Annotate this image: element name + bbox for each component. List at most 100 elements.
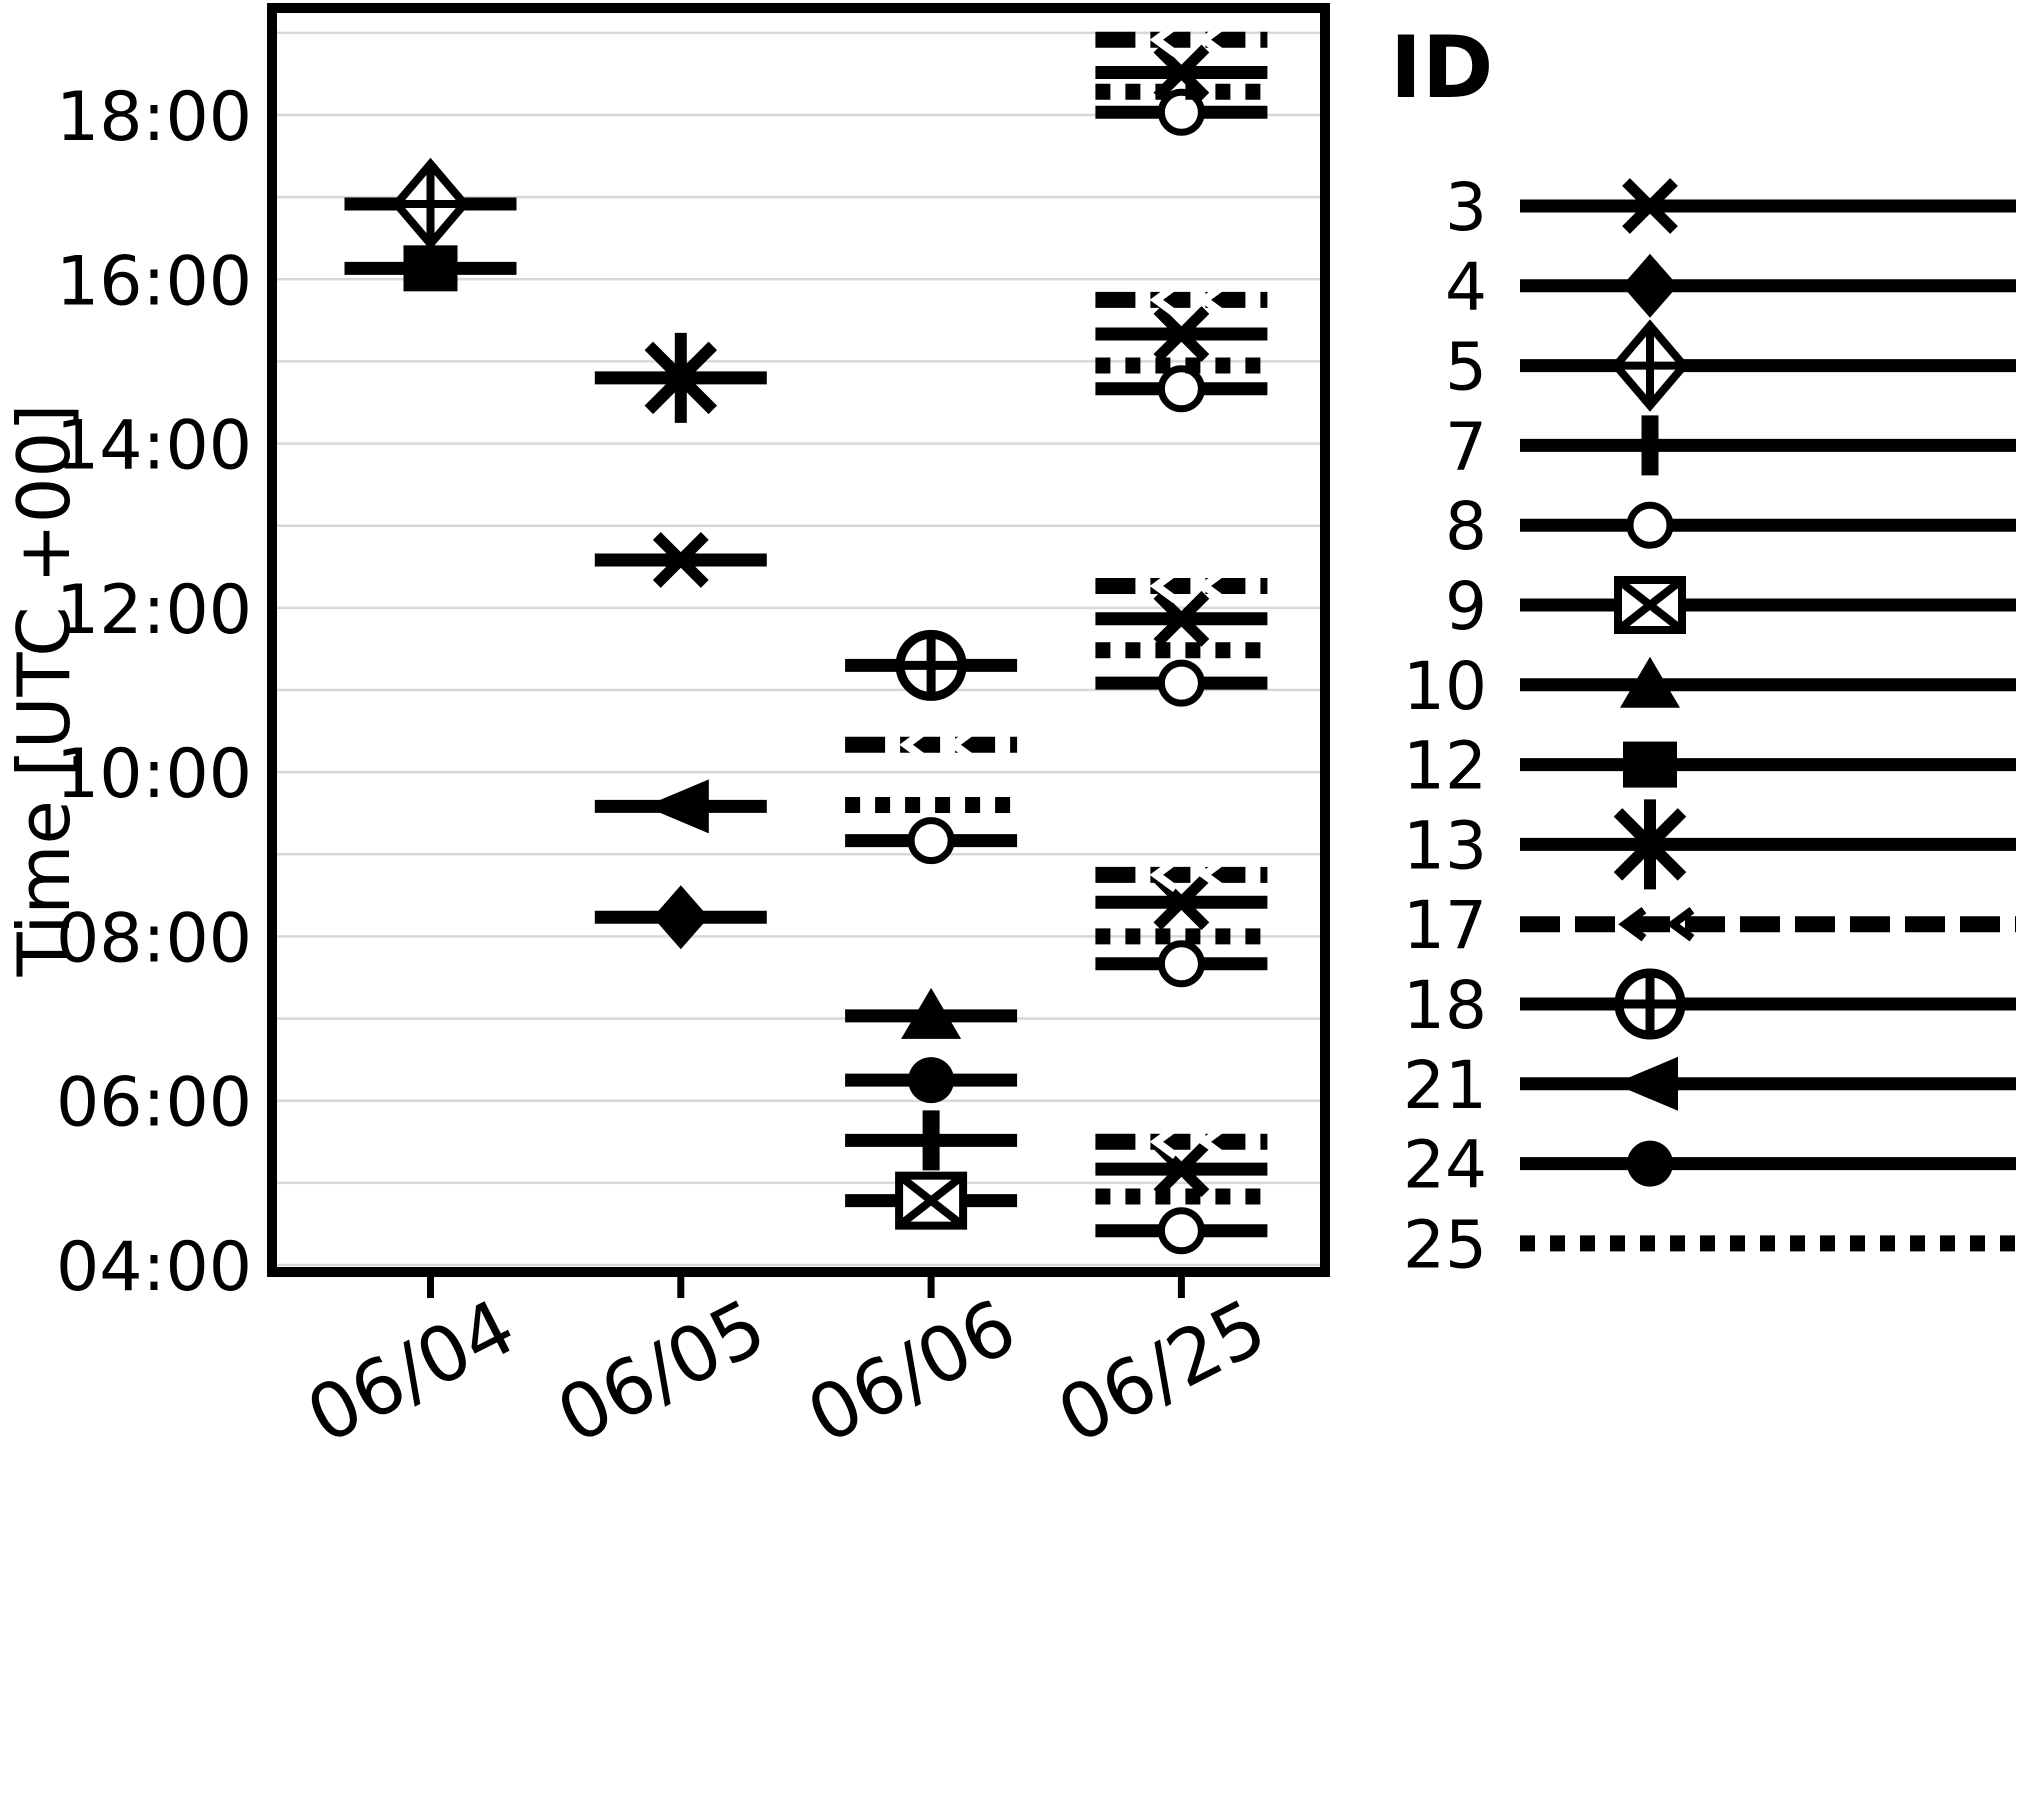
y-tick-label: 08:00 [56, 899, 252, 978]
legend-label: 18 [1403, 967, 1487, 1044]
y-tick-label: 12:00 [56, 571, 252, 650]
legend-row-3: 3 [1445, 169, 2016, 246]
series-3-point [1095, 874, 1268, 931]
series-8-point [1095, 88, 1268, 136]
series-17-point [1095, 22, 1268, 57]
legend-row-17: 17 [1403, 887, 2016, 964]
legend-row-4: 4 [1445, 249, 2016, 326]
square-filled-marker [403, 245, 458, 292]
x-marker [1153, 306, 1210, 362]
legend-label: 7 [1445, 408, 1487, 485]
arrow-dash-marker [1149, 22, 1178, 57]
circle-open-marker [1157, 940, 1205, 988]
arrow-dash-marker [947, 727, 976, 762]
legend-label: 5 [1445, 329, 1487, 406]
legend-row-5: 5 [1445, 319, 2016, 412]
arrow-dash-marker [1618, 906, 1647, 942]
series-3-point [1095, 306, 1268, 362]
x-tick-label: 06/04 [293, 1282, 529, 1461]
y-tick-label: 14:00 [56, 407, 252, 486]
legend-label: 21 [1403, 1047, 1487, 1124]
y-tick-label: 10:00 [56, 735, 252, 814]
legend-label: 13 [1403, 807, 1487, 884]
circle-open-marker [1626, 501, 1674, 549]
legend-row-12: 12 [1403, 728, 2016, 805]
legend-label: 3 [1445, 169, 1487, 246]
arrow-dash-marker [1197, 568, 1226, 604]
x-marker [1153, 874, 1210, 931]
legend-row-10: 10 [1403, 648, 2016, 725]
asterisk-marker [644, 341, 718, 415]
circle-open-marker [1157, 1207, 1205, 1255]
arrow-dash-marker [899, 727, 928, 762]
series-3-point [1095, 1141, 1268, 1198]
legend-row-24: 24 [1403, 1127, 2016, 1204]
arrow-dash-marker [1149, 1124, 1178, 1160]
series-21-point [594, 779, 767, 834]
series-10-point [845, 987, 1018, 1039]
asterisk-marker [1613, 808, 1687, 881]
arrow-dash-marker [1197, 1124, 1226, 1160]
triangle-up-marker [1620, 656, 1680, 708]
x-marker [1622, 178, 1678, 234]
legend-label: 10 [1403, 648, 1487, 725]
legend-label: 25 [1403, 1206, 1487, 1283]
series-8-point [1095, 659, 1268, 707]
arrow-dash-marker [1197, 282, 1226, 318]
legend-row-25: 25 [1403, 1206, 2016, 1283]
x-marker [1153, 1141, 1210, 1198]
series-8-point [845, 817, 1018, 865]
legend-label: 9 [1445, 568, 1487, 645]
series-17-point [845, 727, 1018, 762]
y-tick-label: 06:00 [56, 1064, 252, 1143]
plot-border [267, 3, 1330, 1277]
series-8-point [1095, 365, 1268, 413]
series-17-point [1095, 1124, 1268, 1160]
arrow-dash-marker [1149, 857, 1178, 893]
arrow-dash-marker [1149, 568, 1178, 604]
x-tick-label: 06/06 [794, 1282, 1030, 1461]
legend-label: 17 [1403, 887, 1487, 964]
circle-open-marker [907, 817, 955, 865]
triangle-up-marker [901, 987, 962, 1039]
series-7-point [845, 1110, 1018, 1171]
series-3-point [1095, 590, 1268, 647]
arrow-dash-marker [1149, 282, 1178, 318]
legend-label: 24 [1403, 1127, 1487, 1204]
legend-title: ID [1390, 18, 1494, 118]
legend-row-9: 9 [1445, 568, 2016, 645]
legend-row-13: 13 [1403, 799, 2016, 890]
x-tick-label: 06/25 [1044, 1282, 1280, 1461]
series-8-point [1095, 940, 1268, 988]
square-x-marker [1615, 576, 1685, 634]
legend-row-7: 7 [1445, 408, 2016, 485]
series-18-point [845, 629, 1018, 701]
x-marker [1153, 590, 1210, 647]
square-filled-marker [1623, 741, 1677, 788]
series-9-point [845, 1171, 1018, 1230]
series-17-point [1095, 282, 1268, 318]
x-marker [652, 532, 709, 588]
diamond-filled-marker [652, 885, 709, 950]
legend-row-18: 18 [1403, 967, 2016, 1044]
circle-open-marker [1157, 659, 1205, 707]
series-5-point [344, 157, 517, 251]
y-tick-label: 16:00 [56, 242, 252, 321]
series-4-point [594, 885, 767, 950]
circle-filled-marker [1627, 1140, 1673, 1187]
arrow-dash-marker [1197, 22, 1226, 57]
triangle-left-marker [644, 779, 709, 834]
diamond-filled-marker [1622, 253, 1678, 318]
legend-row-21: 21 [1403, 1047, 2016, 1124]
series-13-point [594, 332, 767, 423]
y-tick-label: 04:00 [56, 1228, 252, 1307]
legend-label: 12 [1403, 728, 1487, 805]
legend-label: 4 [1445, 249, 1487, 326]
series-17-point [1095, 568, 1268, 604]
square-x-marker [896, 1172, 966, 1229]
circle-open-marker [1157, 88, 1205, 136]
circle-open-marker [1157, 365, 1205, 413]
arrow-dash-marker [1666, 906, 1695, 942]
